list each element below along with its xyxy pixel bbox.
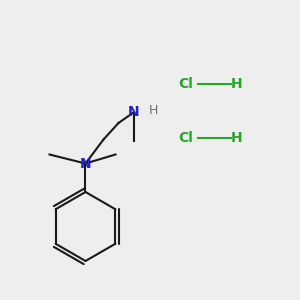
Text: H: H	[231, 77, 243, 91]
Text: Cl: Cl	[178, 77, 194, 91]
Text: H: H	[231, 131, 243, 145]
Text: Cl: Cl	[178, 131, 194, 145]
Text: N: N	[128, 106, 139, 119]
Text: H: H	[148, 104, 158, 118]
Text: N: N	[80, 157, 91, 170]
